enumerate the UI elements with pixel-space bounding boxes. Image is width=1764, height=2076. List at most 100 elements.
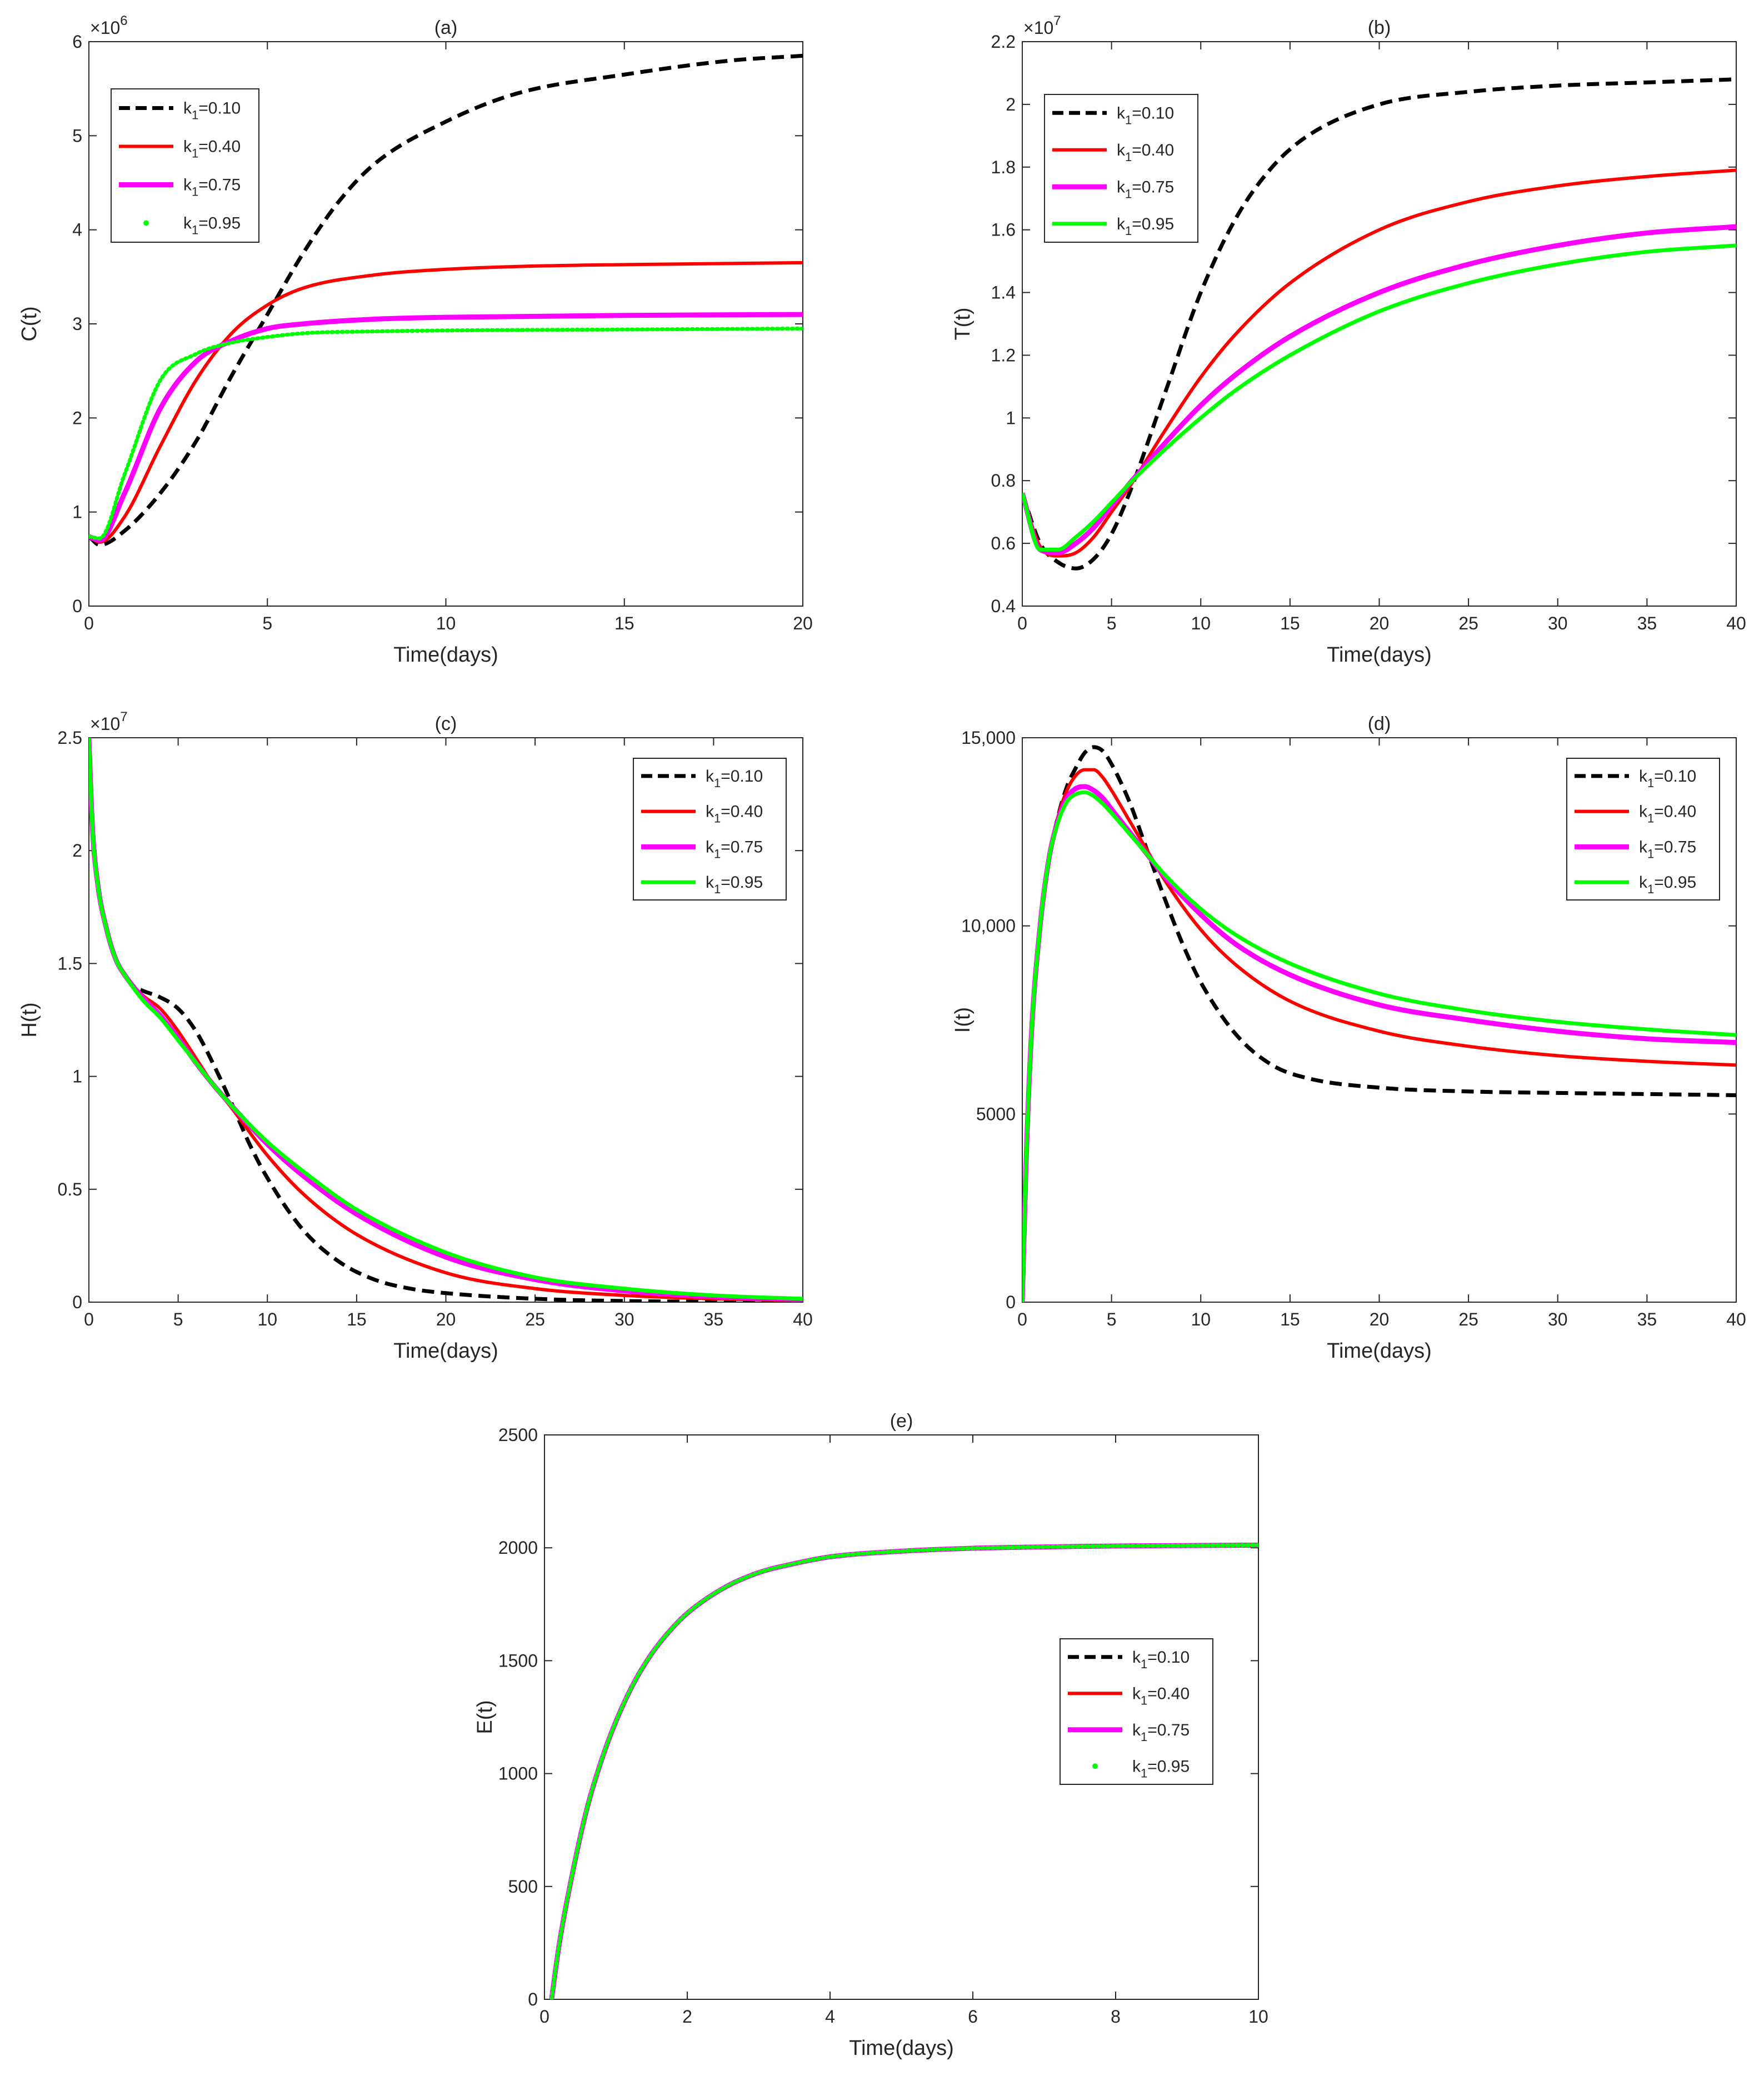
panel-c-xtick-label: 35: [704, 1309, 724, 1329]
panel-b-ytick-label: 0.4: [991, 596, 1016, 616]
panel-d-title: (d): [1368, 713, 1391, 734]
panel-d-ytick-label: 5000: [976, 1104, 1016, 1124]
panel-c-xtick-label: 5: [173, 1309, 183, 1329]
panel-c-xtick-label: 30: [614, 1309, 634, 1329]
panel-a-series-line: [89, 261, 803, 544]
panel-e-xtick-label: 2: [682, 2007, 692, 2027]
panel-a-series-line: [89, 53, 803, 547]
panel-c-xtick-label: 10: [257, 1309, 277, 1329]
panel-e-ytick-label: 2000: [498, 1538, 538, 1558]
panel-b-xtick-label: 0: [1017, 613, 1027, 633]
panel-a-ytick-label: 0: [72, 596, 82, 616]
panel-e-ytick-label: 1000: [498, 1764, 538, 1784]
panel-e: 0 2 4 6 8 10 0 500 1000 1500 2000 2500 Time(days) E(t…: [473, 1410, 1268, 2060]
panel-a-ytick-label: 5: [72, 126, 82, 146]
panel-c-exponent: ×107: [90, 709, 128, 734]
panel-d-series-line: [1022, 790, 1736, 1302]
panel-d-xtick-label: 5: [1107, 1309, 1117, 1329]
panel-b-ytick-label: 1.2: [991, 345, 1016, 365]
panel-d-xtick-label: 25: [1458, 1309, 1478, 1329]
panel-e-ytick-label: 2500: [498, 1425, 538, 1445]
panel-b-xtick-label: 40: [1726, 613, 1746, 633]
panel-b-xtick-label: 10: [1191, 613, 1211, 633]
panel-d-plot-area: [1022, 745, 1736, 1302]
panel-b-ytick-label: 2: [1006, 94, 1016, 114]
panel-c-ytick-label: 1: [72, 1067, 82, 1087]
panel-c-title: (c): [435, 713, 457, 734]
panel-e-axes-box: [544, 1434, 1259, 2000]
panel-a-xtick-label: 20: [793, 613, 813, 633]
panel-c-ytick-label: 0: [72, 1292, 82, 1312]
panel-b-series-line: [1022, 77, 1736, 571]
panel-d-legend-box: [1566, 758, 1720, 901]
panel-a-ytick-label: 2: [72, 408, 82, 428]
panel-a-exponent: ×106: [90, 13, 128, 38]
panel-a-ytick-label: 6: [72, 32, 82, 52]
panel-e-plot-area: [549, 1542, 1258, 1999]
panel-b-legend-box: [1044, 94, 1198, 243]
panel-c-xtick-label: 20: [436, 1309, 456, 1329]
panel-e-xtick-label: 8: [1111, 2007, 1121, 2027]
panel-c-ytick-label: 2.5: [58, 728, 82, 748]
panel-a-ytick-label: 4: [72, 220, 82, 240]
panel-a-plot-area: [89, 53, 803, 547]
panel-b-ytick-label: 0.6: [991, 533, 1016, 553]
panel-d-xtick-label: 20: [1370, 1309, 1390, 1329]
panel-e-series-line: [549, 1543, 1258, 1999]
panel-a-xtick-label: 15: [614, 613, 634, 633]
panel-b-ytick-label: 1: [1006, 408, 1016, 428]
panel-a-series-line: [89, 326, 803, 541]
panel-c-plot-area: [89, 738, 803, 1302]
panel-e-ytick-label: 500: [508, 1877, 538, 1897]
panel-a-series-line: [89, 312, 803, 543]
panel-d-xlabel: Time(days): [1327, 1339, 1432, 1363]
panel-d-ylabel: I(t): [951, 1007, 975, 1033]
panel-c-ytick-label: 0.5: [58, 1179, 82, 1199]
panel-c: 0 5 10 15 20 25 30 35 40 0 0.5 1 1.5 2 2.5 Time(days) H(…: [18, 709, 813, 1363]
panel-b: 0 5 10 15 20 25 30 35 40 0.4 0.6 0.8 1 1.2 1.4 1.6 1.8 2 2…: [951, 13, 1746, 667]
panel-a-ytick-label: 3: [72, 314, 82, 334]
panel-b-ytick-label: 0.8: [991, 471, 1016, 491]
panel-e-ytick-label: 0: [528, 1989, 538, 2009]
panel-d-xtick-label: 35: [1637, 1309, 1657, 1329]
panel-d-ytick-label: 0: [1006, 1292, 1016, 1312]
panel-a-ytick-label: 1: [72, 502, 82, 522]
panel-c-xlabel: Time(days): [393, 1339, 498, 1363]
panel-d-ytick-label: 10,000: [961, 916, 1016, 936]
panel-a-title: (a): [434, 17, 458, 38]
panel-a-ylabel: C(t): [18, 306, 41, 341]
panel-a-legend-box: [111, 88, 259, 243]
panel-b-xtick-label: 20: [1370, 613, 1390, 633]
panel-a-xlabel: Time(days): [393, 643, 498, 667]
panel-b-ytick-label: 1.6: [991, 220, 1016, 240]
panel-c-xtick-label: 25: [525, 1309, 545, 1329]
panel-c-series-line: [89, 738, 803, 1301]
panel-b-xtick-label: 30: [1548, 613, 1568, 633]
panel-e-xtick-label: 4: [825, 2007, 835, 2027]
panel-c-ytick-label: 1.5: [58, 953, 82, 973]
panel-a-xtick-label: 10: [436, 613, 456, 633]
panel-e-ytick-label: 1500: [498, 1650, 538, 1670]
panel-b-xtick-label: 35: [1637, 613, 1657, 633]
panel-b-plot-area: [1022, 77, 1736, 571]
panel-b-series-line: [1022, 243, 1736, 552]
panel-b-xtick-label: 5: [1107, 613, 1117, 633]
panel-b-exponent: ×107: [1023, 13, 1061, 38]
panel-a-legend-marker: [143, 220, 149, 226]
panel-e-legend-box: [1060, 1638, 1213, 1785]
panel-b-xtick-label: 25: [1458, 613, 1478, 633]
panel-b-ylabel: T(t): [951, 307, 975, 340]
panel-b-series-line: [1022, 168, 1736, 558]
panel-e-xtick-label: 0: [539, 2007, 549, 2027]
panel-d-xtick-label: 10: [1191, 1309, 1211, 1329]
panel-d-xtick-label: 30: [1548, 1309, 1568, 1329]
panel-c-ytick-label: 2: [72, 841, 82, 861]
panel-e-title: (e): [890, 1410, 913, 1432]
panel-e-legend-marker: [1092, 1763, 1098, 1769]
panel-b-series-line: [1022, 224, 1736, 556]
